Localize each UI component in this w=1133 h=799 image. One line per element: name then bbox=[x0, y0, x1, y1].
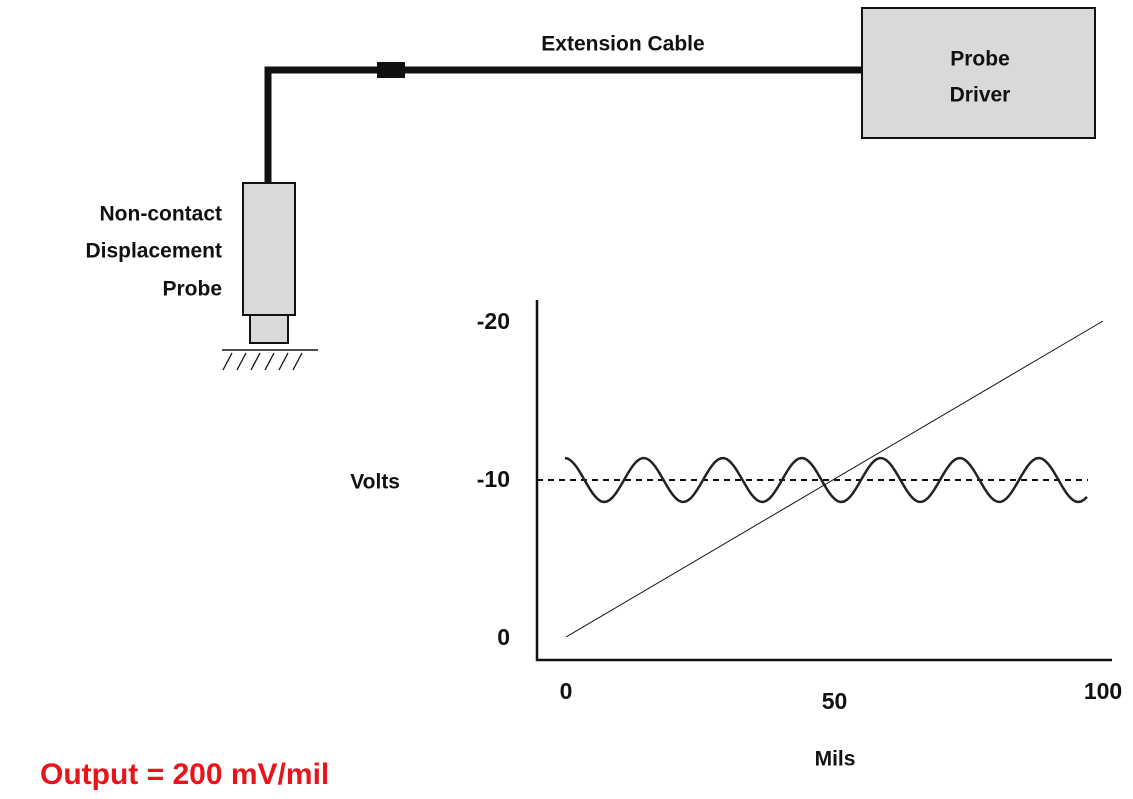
connector bbox=[377, 62, 405, 78]
vibration-wave bbox=[564, 456, 1088, 504]
x-tick-label: 100 bbox=[1084, 678, 1122, 704]
hatch-line bbox=[222, 352, 233, 371]
y-tick-label: -10 bbox=[477, 466, 510, 492]
x-tick-label: 0 bbox=[560, 678, 573, 704]
hatch bbox=[222, 352, 303, 371]
x-axis-label: Mils bbox=[815, 748, 856, 771]
cable bbox=[264, 66, 862, 183]
output-note: Output = 200 mV/mil bbox=[40, 758, 329, 791]
hatch-line bbox=[250, 352, 261, 371]
driver-label: Driver bbox=[950, 84, 1011, 107]
x-tick-label: 50 bbox=[822, 688, 848, 714]
driver-box bbox=[861, 7, 1096, 139]
probe-label: Probe bbox=[162, 278, 222, 301]
probe-tip bbox=[249, 314, 289, 344]
hatch-line bbox=[264, 352, 275, 371]
driver-label: Probe bbox=[950, 48, 1010, 71]
probe-label: Displacement bbox=[85, 240, 222, 263]
calibration-line bbox=[565, 320, 1104, 638]
cable-label: Extension Cable bbox=[541, 33, 704, 56]
hatch-line bbox=[236, 352, 247, 371]
hatch-line bbox=[278, 352, 289, 371]
hatch-line bbox=[292, 352, 303, 371]
probe-label: Non-contact bbox=[100, 203, 223, 226]
y-tick-label: -20 bbox=[477, 308, 510, 334]
y-axis-label: Volts bbox=[350, 471, 400, 494]
probe-body bbox=[242, 182, 296, 316]
y-tick-label: 0 bbox=[497, 624, 510, 650]
